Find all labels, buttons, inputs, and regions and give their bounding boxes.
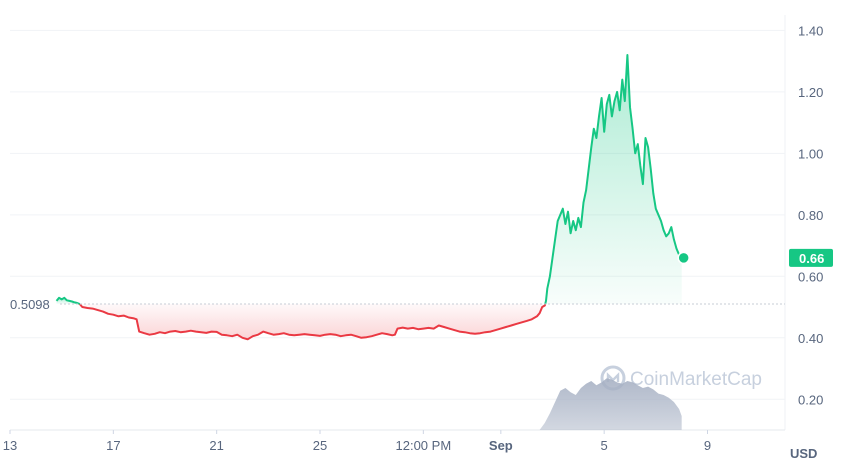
last-price-label: 0.66: [799, 251, 824, 266]
price-line: [55, 54, 683, 341]
x-tick-label: 12:00 PM: [396, 438, 452, 453]
x-tick-label: 5: [601, 438, 608, 453]
x-tick-label: 21: [209, 438, 223, 453]
y-tick-label: 1.00: [798, 146, 823, 161]
price-line-below: [79, 303, 547, 341]
watermark-text: CoinMarketCap: [630, 369, 762, 390]
price-fill-areas: [56, 55, 682, 340]
x-tick-label: Sep: [489, 438, 513, 453]
y-tick-label: 0.60: [798, 269, 823, 284]
y-tick-label: 0.20: [798, 392, 823, 407]
y-tick-label: 0.80: [798, 208, 823, 223]
x-tick-label: 25: [313, 438, 327, 453]
x-axis: 13 17 21 25 12:00 PM Sep 5 9: [3, 430, 711, 453]
price-fill-below: [79, 304, 546, 340]
x-tick-label: 13: [3, 438, 17, 453]
grid-lines: [10, 15, 786, 431]
last-price-dot: [677, 251, 690, 265]
x-tick-label: 9: [704, 438, 711, 453]
price-line-above: [544, 54, 683, 305]
x-tick-label: 17: [106, 438, 120, 453]
price-line-above: [55, 296, 81, 305]
y-tick-label: 1.20: [798, 85, 823, 100]
volume-series: [539, 378, 682, 430]
y-tick-label: 1.40: [798, 23, 823, 38]
reference-price-label: 0.5098: [10, 297, 50, 312]
currency-label: USD: [790, 446, 817, 461]
last-price-badge: 0.66: [789, 248, 833, 267]
y-axis: 0.20 0.40 0.60 0.80 1.00 1.20 1.40: [798, 23, 823, 407]
volume-area: [539, 378, 682, 430]
y-tick-label: 0.40: [798, 331, 823, 346]
price-fill-above: [545, 55, 682, 305]
